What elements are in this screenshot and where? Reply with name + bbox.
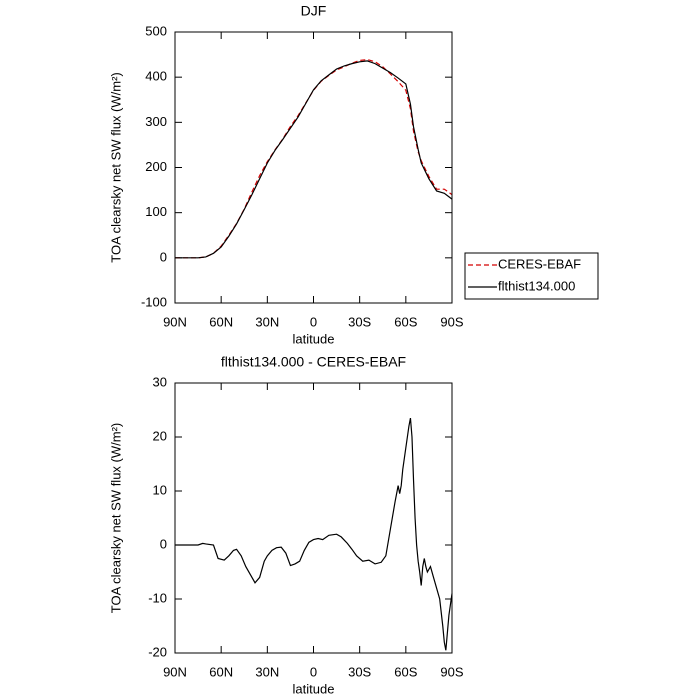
y-tick-label: 200 [145,159,167,174]
y-tick-label: 500 [145,23,167,38]
data-line [175,417,453,651]
y-tick-label: 20 [153,428,167,443]
legend-label: CERES-EBAF [498,256,581,271]
x-tick-label: 90S [440,664,463,679]
x-axis-label: latitude [293,331,335,346]
y-tick-label: -100 [141,294,167,309]
y-axis-label: TOA clearsky net SW flux (W/m²) [108,72,123,262]
legend-label: flthist134.000 [498,278,575,293]
y-tick-label: 300 [145,114,167,129]
x-tick-label: 60S [394,664,417,679]
x-tick-label: 90N [163,664,187,679]
y-tick-label: 10 [153,482,167,497]
chart-title: flthist134.000 - CERES-EBAF [221,354,406,370]
x-tick-label: 30S [348,314,371,329]
y-tick-label: 0 [160,536,167,551]
legend-box [464,252,599,300]
y-tick-label: 0 [160,249,167,264]
x-tick-label: 0 [310,664,317,679]
x-tick-label: 90N [163,314,187,329]
chart-title: DJF [301,3,327,19]
y-tick-label: 400 [145,69,167,84]
plot-frame [174,31,453,304]
x-tick-label: 90S [440,314,463,329]
x-tick-label: 60N [209,314,233,329]
x-tick-label: 30N [255,664,279,679]
x-tick-label: 60N [209,664,233,679]
x-tick-label: 30S [348,664,371,679]
x-tick-label: 30N [255,314,279,329]
plot-frame [174,382,453,654]
data-line [175,60,453,259]
y-tick-label: -10 [148,590,167,605]
y-tick-label: -20 [148,644,167,659]
x-tick-label: 0 [310,314,317,329]
y-tick-label: 30 [153,374,167,389]
x-tick-label: 60S [394,314,417,329]
y-tick-label: 100 [145,204,167,219]
x-axis-label: latitude [293,681,335,696]
y-axis-label: TOA clearsky net SW flux (W/m²) [108,423,123,613]
